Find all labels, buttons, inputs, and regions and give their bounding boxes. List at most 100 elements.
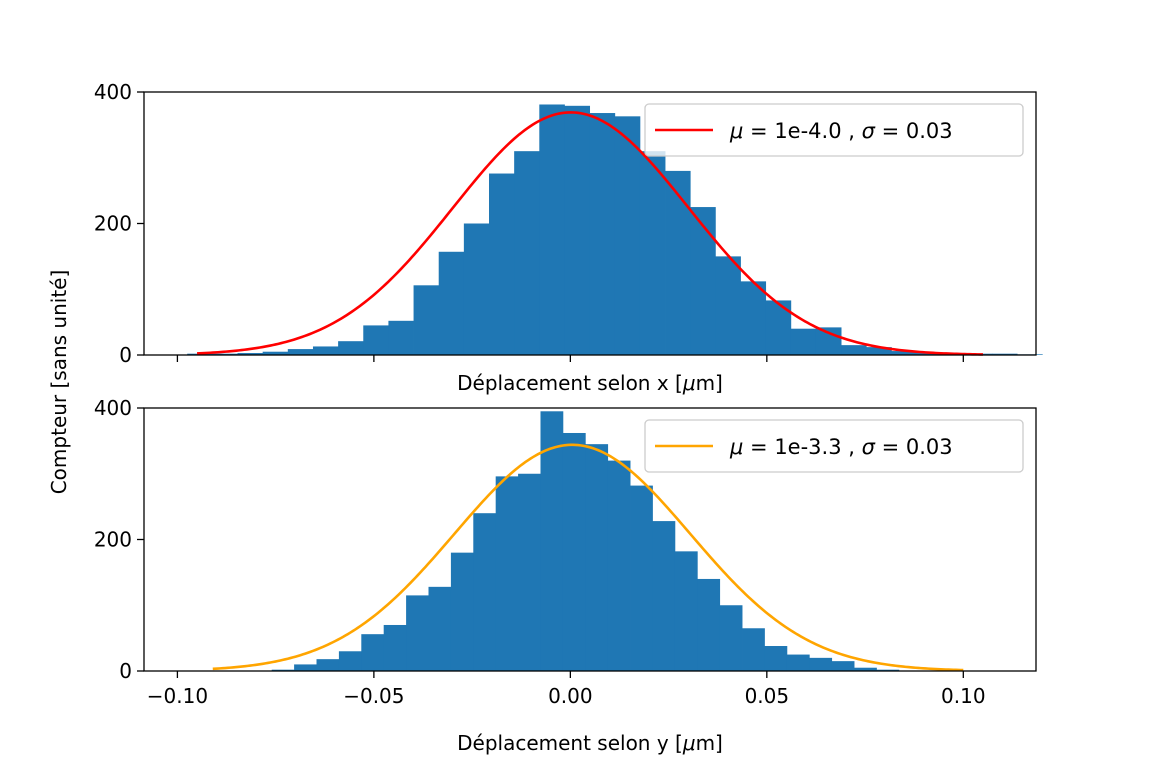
top-axis-ticks: 0 200 400 [94,80,964,367]
top-histogram [187,104,1043,356]
bottom-fit-curve [212,443,964,672]
bottom-hist-bar [338,651,362,671]
bottom-hist-bar [854,667,877,671]
top-hist-bar [514,151,540,355]
bottom-hist-bar [294,664,317,671]
top-hist-bar [715,256,741,356]
top-hist-bar [363,325,389,355]
bottom-hist-bar [876,669,900,671]
top-hist-bar [916,353,943,355]
top-hist-bar [639,151,666,355]
top-hist-bar [740,281,767,355]
top-hist-bar [413,285,440,355]
top-y-tick-label: 0 [119,343,132,367]
bottom-subplot: −0.10 −0.05 0.00 0.05 0.10 0 200 400 Déplacemen… [94,396,1037,755]
top-hist-bar [312,346,339,355]
bottom-hist-bar [361,634,385,671]
bottom-y-tick-label: 0 [119,659,132,683]
top-y-tick-label: 400 [94,80,132,104]
bottom-hist-bar [562,432,586,671]
bottom-hist-bar [742,628,765,671]
top-hist-bar [690,207,716,355]
bottom-x-tick-label: −0.05 [343,684,404,708]
bottom-x-tick-label: −0.10 [147,684,208,708]
bottom-x-tick-label: 0.00 [548,684,593,708]
bottom-x-label-part: Déplacement selon y [ [457,731,683,755]
top-y-tick-label: 200 [94,212,132,236]
top-hist-bar [614,116,641,355]
bottom-hist-bar [764,646,788,671]
top-hist-bar [539,104,565,356]
bottom-hist-bar [540,411,564,671]
bottom-hist-bar [316,659,340,671]
top-hist-bar [991,353,1018,355]
top-legend-label-part: σ [862,119,876,143]
bottom-hist-bar [406,595,429,671]
bottom-hist-bar [831,661,855,671]
top-hist-bar [790,328,817,355]
top-hist-bar [589,113,616,355]
bottom-hist-bar [630,485,653,671]
top-x-label-part: μ [682,371,696,395]
bottom-hist-bar [786,654,810,671]
bottom-hist-bar [383,624,407,671]
bottom-x-tick-label: 0.10 [941,684,986,708]
top-hist-bar [891,351,917,355]
bottom-x-label-part: μ [682,731,696,755]
top-x-axis-label: Déplacement selon x [μm] [457,371,723,395]
bottom-hist-bar [719,605,743,671]
bottom-hist-bar [674,551,698,671]
bottom-hist-bar [518,473,541,671]
bottom-hist-bar [809,657,833,671]
bottom-y-tick-label: 200 [94,528,132,552]
bottom-hist-bar [607,460,631,671]
bottom-legend-label-part: σ [862,435,876,459]
bottom-hist-bar [428,586,452,671]
bottom-hist-bar [271,669,295,671]
top-hist-bar [841,345,867,355]
bottom-legend-label: μ = 1e-3.3 , σ = 0.03 [729,435,953,459]
bottom-y-tick-label: 400 [94,396,132,420]
top-legend-label-part: μ [729,119,743,143]
top-hist-bar [237,353,264,355]
bottom-legend: μ = 1e-3.3 , σ = 0.03 [644,419,1024,473]
bottom-x-label-part: m] [696,731,723,755]
bottom-histogram [271,411,900,671]
bottom-x-axis-label: Déplacement selon y [μm] [457,731,723,755]
bottom-hist-bar [473,513,497,671]
top-hist-bar [262,351,289,355]
top-hist-bar [564,105,591,355]
top-legend-label: μ = 1e-4.0 , σ = 0.03 [729,119,953,143]
top-hist-bar [665,170,691,355]
bottom-legend-label-part: = 1e-3.3 , [743,435,861,459]
top-legend-box [644,103,1024,157]
top-hist-bar [338,341,364,355]
top-axes-frame [143,91,1037,356]
bottom-axis-ticks: −0.10 −0.05 0.00 0.05 0.10 0 200 400 [94,396,986,708]
top-hist-bar [463,223,490,355]
top-hist-bar [866,347,892,355]
top-fit-curve [196,111,983,356]
top-hist-bar [388,320,414,355]
top-legend-label-part: = 0.03 [875,119,953,143]
bottom-hist-bar [495,476,519,671]
top-x-label-part: m] [696,371,723,395]
top-hist-bar [438,251,465,355]
y-axis-label: Compteur [sans unité] [47,270,71,495]
bottom-legend-box [644,419,1024,473]
bottom-hist-bar [652,521,676,671]
bottom-hist-bar [450,552,474,671]
top-hist-bar [489,173,515,355]
bottom-hist-bar [585,444,609,671]
top-legend-label-part: = 1e-4.0 , [743,119,861,143]
bottom-legend-label-part: μ [729,435,743,459]
bottom-legend-label-part: = 0.03 [875,435,953,459]
bottom-axes-frame [143,407,1037,672]
bottom-x-tick-label: 0.05 [745,684,790,708]
top-hist-bar [212,353,238,355]
bottom-hist-bar [697,578,721,671]
top-x-label-part: Déplacement selon x [ [457,371,683,395]
top-hist-bar [287,349,314,355]
